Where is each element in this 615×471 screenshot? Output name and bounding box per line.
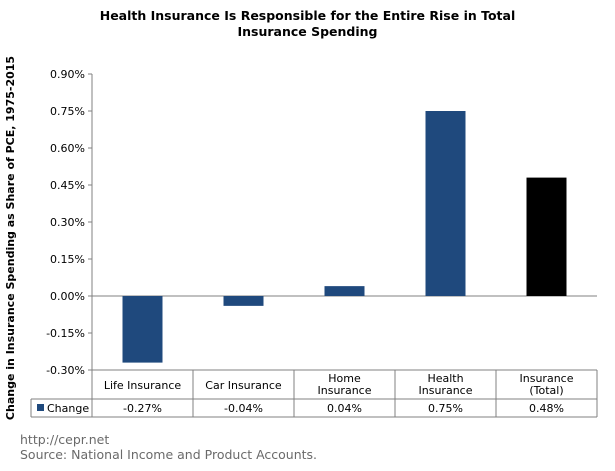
source-note: Source: National Income and Product Acco… [20,447,318,462]
data-value-label: -0.27% [123,402,162,415]
chart-title-line-2: Insurance Spending [237,24,378,39]
y-tick-label: 0.00% [50,290,85,303]
chart-title: Health Insurance Is Responsible for the … [0,8,615,40]
y-tick-label: -0.30% [46,364,85,377]
chart-title-line-1: Health Insurance Is Responsible for the … [99,8,516,23]
category-label: Insurance [520,372,574,385]
category-label: Health [427,372,463,385]
data-value-label: 0.48% [529,402,564,415]
bar-2 [223,296,264,306]
category-label: Insurance [318,384,372,397]
y-axis-label-text: Change in Insurance Spending as Share of… [4,56,17,420]
bar-3 [324,286,365,296]
category-label: (Total) [529,384,563,397]
source-block: http://cepr.net Source: National Income … [20,432,317,462]
y-tick-label: 0.15% [50,253,85,266]
axis-layer: 0.90% 0.75% 0.60% 0.45% 0.30% 0.15% 0.00% -0.15… [46,68,597,417]
y-axis-label: Change in Insurance Spending as Share of… [3,56,21,420]
bar-layer [122,111,567,363]
category-label: Life Insurance [104,379,182,392]
y-tick-label: 0.30% [50,216,85,229]
y-tick-label: -0.15% [46,327,85,340]
legend-swatch [37,404,44,411]
legend-label: Change [47,402,89,415]
data-value-label: 0.75% [428,402,463,415]
category-label: Home [328,372,361,385]
y-tick-label: 0.60% [50,142,85,155]
bar-4 [425,111,466,296]
bar-1 [122,296,163,363]
y-tick-label: 0.45% [50,179,85,192]
y-tick-label: 0.90% [50,68,85,81]
category-label: Car Insurance [205,379,282,392]
y-tick-label: 0.75% [50,105,85,118]
category-label: Insurance [419,384,473,397]
data-value-label: -0.04% [224,402,263,415]
bar-5 [526,177,567,296]
data-value-label: 0.04% [327,402,362,415]
source-url: http://cepr.net [20,432,110,447]
data-table: Life Insurance Car InsuranceHomeInsurance… [30,369,598,418]
